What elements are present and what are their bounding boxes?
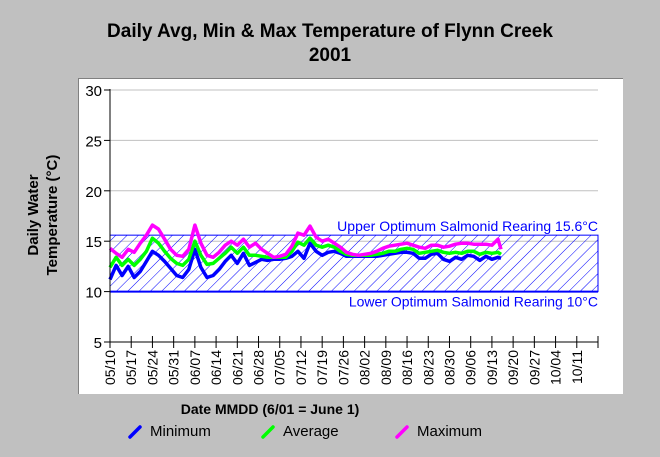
x-tick-label: 09/13 [484,350,500,385]
chart-title: Daily Avg, Min & Max Temperature of Flyn… [107,21,553,42]
x-tick-label: 06/07 [187,350,203,385]
upper-band-label: Upper Optimum Salmonid Rearing 15.6°C [337,218,598,234]
legend-label-maximum: Maximum [417,423,483,440]
chart-subtitle: 2001 [308,45,352,66]
x-tick-label: 08/02 [357,350,373,385]
legend-label-average: Average [283,423,339,440]
legend-label-minimum: Minimum [150,423,211,440]
x-tick-label: 09/06 [463,350,479,385]
y-tick-label: 30 [85,83,102,100]
x-tick-label: 07/12 [293,350,309,385]
x-tick-label: 05/24 [144,350,160,385]
x-tick-label: 09/20 [505,350,521,385]
legend-item-average: Average [261,423,339,440]
x-tick-label: 08/09 [378,350,394,385]
x-tick-label: 06/28 [251,350,267,385]
legend-swatch-average [261,424,275,439]
y-tick-label: 10 [85,285,102,302]
legend-item-maximum: Maximum [395,423,482,440]
x-tick-label: 07/26 [335,350,351,385]
x-tick-label: 06/21 [229,350,245,385]
x-tick-label: 06/14 [208,350,224,385]
x-tick-label: 08/30 [441,350,457,385]
x-axis-label: Date MMDD (6/01 = June 1) [180,401,360,417]
x-tick-label: 05/17 [123,350,139,385]
series-maximum [108,223,503,260]
x-tick-label: 10/11 [569,350,585,384]
y-tick-label: 5 [94,335,102,352]
lower-band-label: Lower Optimum Salmonid Rearing 10°C [349,294,598,310]
legend-item-minimum: Minimum [128,423,211,440]
x-tick-label: 10/04 [548,350,564,385]
y-tick-label: 20 [85,184,102,201]
legend-swatch-maximum [395,424,409,439]
x-tick-label: 09/27 [526,350,542,385]
legend-swatch-minimum [128,424,142,439]
x-tick-label: 08/23 [420,350,436,385]
x-tick-label: 08/16 [399,350,415,385]
x-tick-label: 05/10 [102,350,118,385]
y-tick-label: 25 [85,133,102,150]
x-tick-label: 07/19 [314,350,330,385]
y-tick-label: 15 [85,234,102,251]
series-average [108,236,502,269]
x-tick-label: 07/05 [272,350,288,385]
series-minimum [108,241,502,281]
x-tick-label: 05/31 [166,350,182,385]
